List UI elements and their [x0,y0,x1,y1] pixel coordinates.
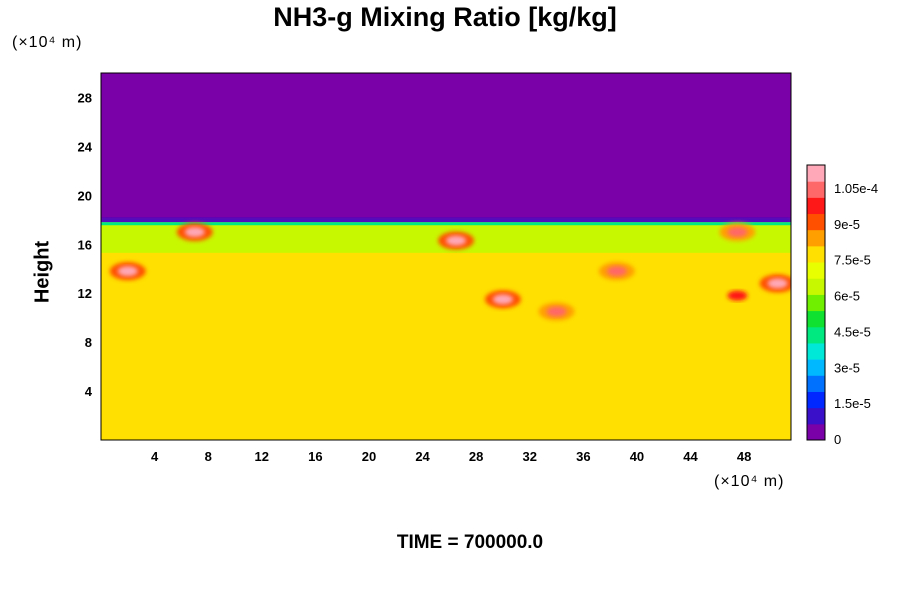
colorbar-frame [806,164,826,441]
time-label: TIME = 700000.0 [396,532,544,553]
colorbar-tick-label: 1.05e-4 [834,181,878,196]
colorbar-swatch [807,262,825,279]
colorbar: 0 1.5e-5 3e-5 4.5e-5 6e-5 7.5e-5 9e-5 1.05e-4 [806,164,878,447]
enhanced-feature-core [184,227,205,238]
colorbar-swatch [807,310,825,328]
enhanced-feature-core [606,266,627,277]
colorbar-swatch [807,165,825,182]
colorbar-tick-label: 0 [834,432,841,447]
y-tick-label: 24 [78,139,93,154]
enhanced-feature-core [727,290,748,301]
colorbar-swatch [807,342,825,360]
x-tick-label: 8 [205,449,212,464]
lower-region [101,222,791,440]
chart-title: NH3-g Mixing Ratio [kg/kg] [273,2,617,32]
colorbar-swatch [807,326,825,344]
x-axis-unit: (×10⁴ m) [714,473,785,490]
colorbar-tick-label: 9e-5 [834,217,860,232]
colorbar-swatch [807,245,825,263]
enhanced-feature-core [492,294,513,305]
y-tick-label: 16 [78,237,92,252]
x-tick-label: 28 [469,449,483,464]
x-tick-label: 44 [683,449,698,464]
enhanced-feature-core [727,227,748,238]
x-tick-label: 36 [576,449,590,464]
colorbar-swatch [807,359,825,376]
enhanced-feature-core [546,306,567,317]
x-tick-label: 12 [255,449,269,464]
x-tick-label: 32 [523,449,537,464]
x-tick-label: 4 [151,449,159,464]
y-tick-label: 4 [85,384,93,399]
colorbar-swatch [807,181,825,198]
colorbar-swatch [807,229,825,247]
colorbar-swatch [807,213,825,231]
colorbar-swatch [807,375,825,392]
y-axis-unit: (×10⁴ m) [12,34,83,51]
upper-region [101,73,791,223]
x-tick-labels: 4 8 12 16 20 24 28 32 36 40 44 48 [151,449,751,464]
colorbar-swatch [807,391,825,409]
y-tick-label: 12 [78,286,92,301]
colorbar-tick-label: 1.5e-5 [834,396,871,411]
x-tick-label: 20 [362,449,376,464]
y-tick-labels: 4 8 12 16 20 24 28 [78,90,93,399]
y-tick-label: 20 [78,188,92,203]
enhanced-feature-core [117,266,138,277]
colorbar-swatch [807,197,825,215]
colorbar-swatch [807,278,825,295]
colorbar-tick-label: 7.5e-5 [834,253,871,268]
x-tick-label: 24 [415,449,430,464]
colorbar-swatch [807,423,825,441]
colorbar-tick-label: 6e-5 [834,289,860,304]
colorbar-tick-label: 3e-5 [834,360,860,375]
colorbar-swatch [807,294,825,312]
plot-frame [100,72,792,441]
x-tick-label: 40 [630,449,644,464]
colorbar-tick-label: 4.5e-5 [834,324,871,339]
tropopause-edge [101,218,791,223]
y-tick-label: 28 [78,90,92,105]
enhanced-feature-core [767,278,788,289]
enhanced-feature-core [446,235,467,246]
tropopause-transition [101,222,791,226]
x-tick-label: 16 [308,449,322,464]
x-tick-label: 48 [737,449,751,464]
y-tick-label: 8 [85,335,92,350]
heatmap-field [101,73,791,440]
colorbar-swatch [807,407,825,425]
